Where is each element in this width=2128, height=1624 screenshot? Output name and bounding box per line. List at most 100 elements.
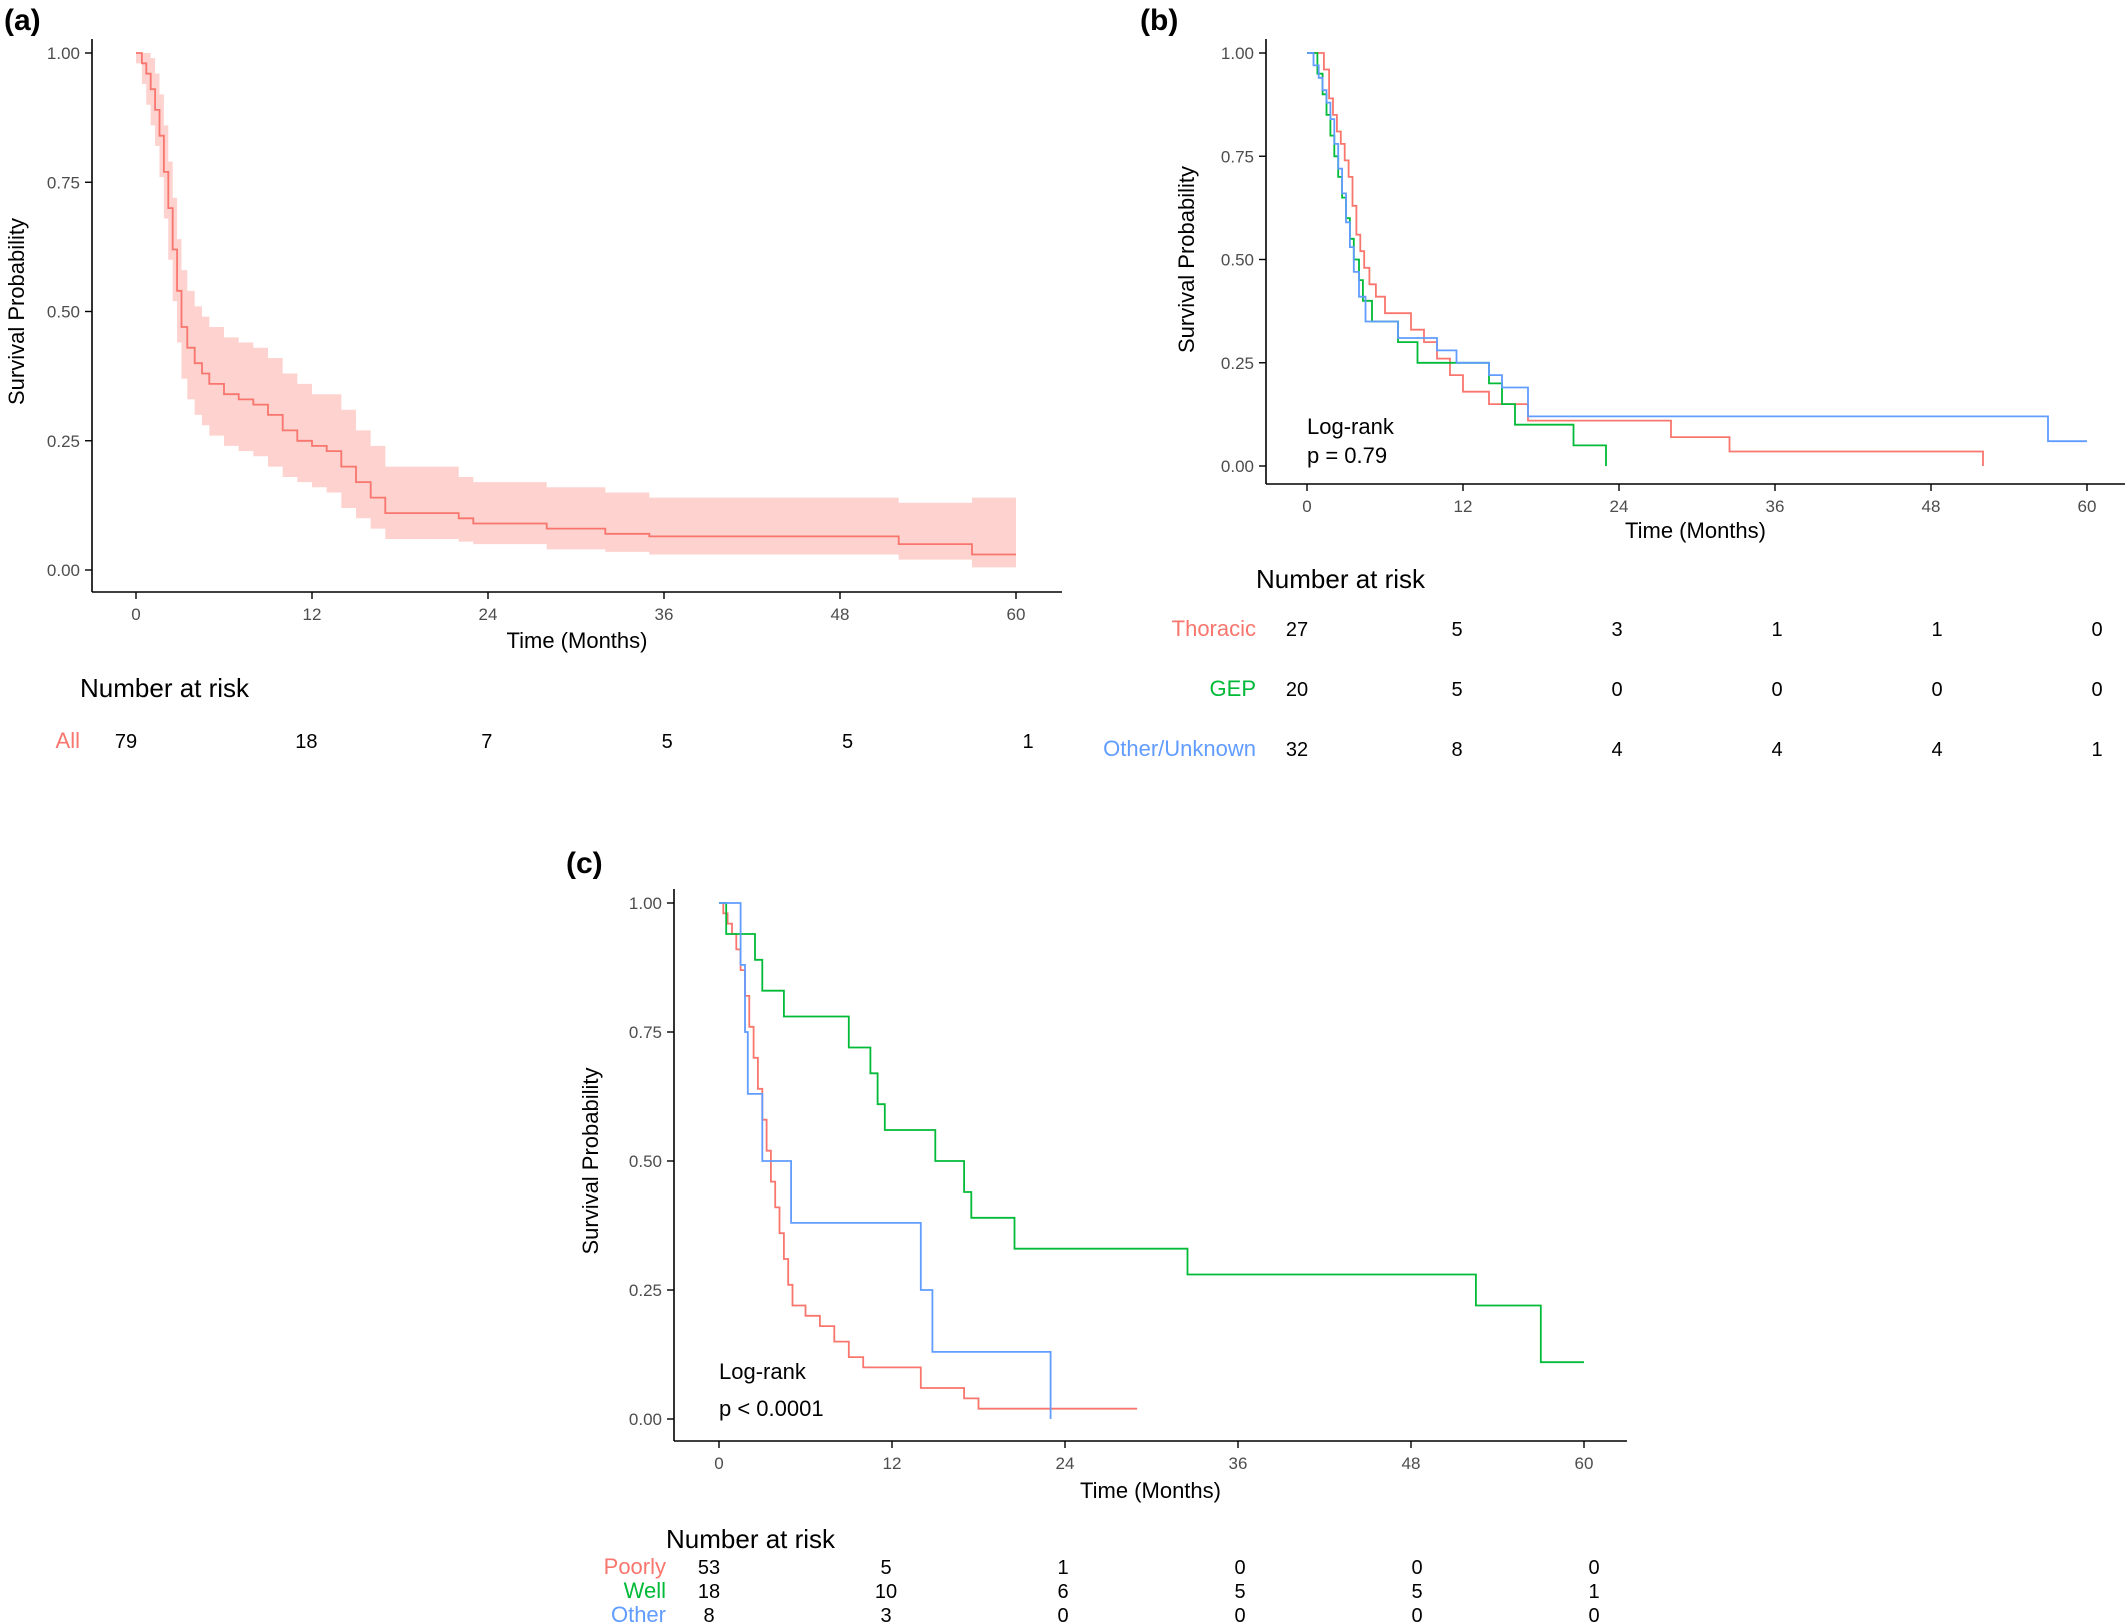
risk-count: 27 xyxy=(1286,619,1308,641)
risk-count: 1 xyxy=(1057,1557,1068,1579)
panel-a: (a) 0.00 0.25 0.50 0.75 1.00 0 12 24 36 48 60 Time (… xyxy=(4,4,1062,753)
risk-row-label: Other xyxy=(611,1602,666,1624)
risk-count: 5 xyxy=(1451,619,1462,641)
x-tick-label: 36 xyxy=(655,605,674,624)
risk-count: 0 xyxy=(1771,679,1782,701)
risk-count: 79 xyxy=(115,731,137,753)
x-tick-label: 12 xyxy=(1454,497,1473,516)
y-axis-title: Survival Probability xyxy=(4,218,29,405)
risk-row-label: Well xyxy=(624,1578,666,1603)
risk-count: 5 xyxy=(1451,679,1462,701)
y-tick-label: 0.50 xyxy=(629,1152,662,1171)
risk-count: 1 xyxy=(1931,619,1942,641)
risk-count: 0 xyxy=(2091,679,2102,701)
x-tick-label: 60 xyxy=(1575,1454,1594,1473)
panel-label: (c) xyxy=(566,847,603,880)
survival-curve-red xyxy=(719,902,1138,1410)
risk-table-title: Number at risk xyxy=(80,673,250,703)
survival-curve-red xyxy=(1307,52,1984,466)
risk-count: 0 xyxy=(1411,1557,1422,1579)
risk-count: 1 xyxy=(2091,739,2102,761)
y-tick-label: 0.00 xyxy=(629,1410,662,1429)
y-tick-label: 1.00 xyxy=(1221,44,1254,63)
survival-curve-red xyxy=(136,52,1016,556)
risk-count: 8 xyxy=(1451,739,1462,761)
risk-count: 0 xyxy=(1234,1605,1245,1624)
risk-count: 4 xyxy=(1931,739,1942,761)
risk-count: 1 xyxy=(1022,731,1033,753)
x-tick-label: 12 xyxy=(303,605,322,624)
x-axis-title: Time (Months) xyxy=(507,628,648,653)
risk-count: 0 xyxy=(1411,1605,1422,1624)
logrank-annotation: p < 0.0001 xyxy=(719,1396,824,1421)
risk-count: 0 xyxy=(2091,619,2102,641)
risk-row-label: All xyxy=(56,728,80,753)
panel-label: (b) xyxy=(1140,4,1178,37)
y-tick-label: 0.75 xyxy=(1221,147,1254,166)
risk-count: 0 xyxy=(1588,1557,1599,1579)
risk-table-title: Number at risk xyxy=(666,1524,836,1554)
risk-count: 0 xyxy=(1611,679,1622,701)
y-tick-label: 1.00 xyxy=(629,894,662,913)
risk-count: 6 xyxy=(1057,1581,1068,1603)
logrank-annotation: Log-rank xyxy=(1307,414,1395,439)
x-tick-label: 48 xyxy=(1402,1454,1421,1473)
x-tick-label: 36 xyxy=(1229,1454,1248,1473)
y-axis-title: Survival Probability xyxy=(1174,166,1199,353)
risk-count: 0 xyxy=(1234,1557,1245,1579)
survival-curve-green xyxy=(719,902,1584,1364)
risk-count: 0 xyxy=(1588,1605,1599,1624)
x-tick-label: 48 xyxy=(1922,497,1941,516)
x-tick-label: 0 xyxy=(1302,497,1311,516)
risk-count: 3 xyxy=(880,1605,891,1624)
x-axis-title: Time (Months) xyxy=(1625,518,1766,543)
risk-count: 5 xyxy=(662,731,673,753)
risk-table-title: Number at risk xyxy=(1256,564,1426,594)
risk-count: 3 xyxy=(1611,619,1622,641)
risk-count: 18 xyxy=(698,1581,720,1603)
x-tick-label: 0 xyxy=(131,605,140,624)
risk-count: 18 xyxy=(295,731,317,753)
logrank-annotation: Log-rank xyxy=(719,1359,807,1384)
y-tick-label: 0.25 xyxy=(1221,354,1254,373)
risk-count: 1 xyxy=(1771,619,1782,641)
risk-count: 0 xyxy=(1057,1605,1068,1624)
risk-count: 10 xyxy=(875,1581,897,1603)
x-tick-label: 60 xyxy=(1007,605,1026,624)
logrank-annotation: p = 0.79 xyxy=(1307,443,1387,468)
y-tick-label: 0.75 xyxy=(629,1023,662,1042)
x-tick-label: 60 xyxy=(2078,497,2097,516)
y-tick-label: 0.50 xyxy=(1221,251,1254,270)
y-tick-label: 0.50 xyxy=(47,303,80,322)
risk-row-label: Thoracic xyxy=(1172,616,1256,641)
x-tick-label: 24 xyxy=(479,605,498,624)
risk-count: 8 xyxy=(703,1605,714,1624)
x-tick-label: 36 xyxy=(1766,497,1785,516)
risk-count: 4 xyxy=(1771,739,1782,761)
confidence-band xyxy=(136,53,1016,568)
risk-count: 5 xyxy=(1234,1581,1245,1603)
risk-count: 0 xyxy=(1931,679,1942,701)
survival-curve-green xyxy=(1307,52,1607,466)
x-tick-label: 12 xyxy=(883,1454,902,1473)
x-tick-label: 0 xyxy=(714,1454,723,1473)
y-tick-label: 0.75 xyxy=(47,173,80,192)
risk-row-label: Poorly xyxy=(604,1554,666,1579)
risk-row-label: GEP xyxy=(1210,676,1256,701)
x-tick-label: 48 xyxy=(831,605,850,624)
risk-count: 20 xyxy=(1286,679,1308,701)
risk-count: 4 xyxy=(1611,739,1622,761)
y-tick-label: 1.00 xyxy=(47,44,80,63)
x-axis-title: Time (Months) xyxy=(1080,1478,1221,1503)
y-tick-label: 0.00 xyxy=(47,561,80,580)
x-tick-label: 24 xyxy=(1056,1454,1075,1473)
x-tick-label: 24 xyxy=(1610,497,1629,516)
y-tick-label: 0.25 xyxy=(629,1281,662,1300)
risk-count: 5 xyxy=(842,731,853,753)
risk-row-label: Other/Unknown xyxy=(1103,736,1256,761)
y-tick-label: 0.00 xyxy=(1221,457,1254,476)
panel-label: (a) xyxy=(4,4,41,37)
